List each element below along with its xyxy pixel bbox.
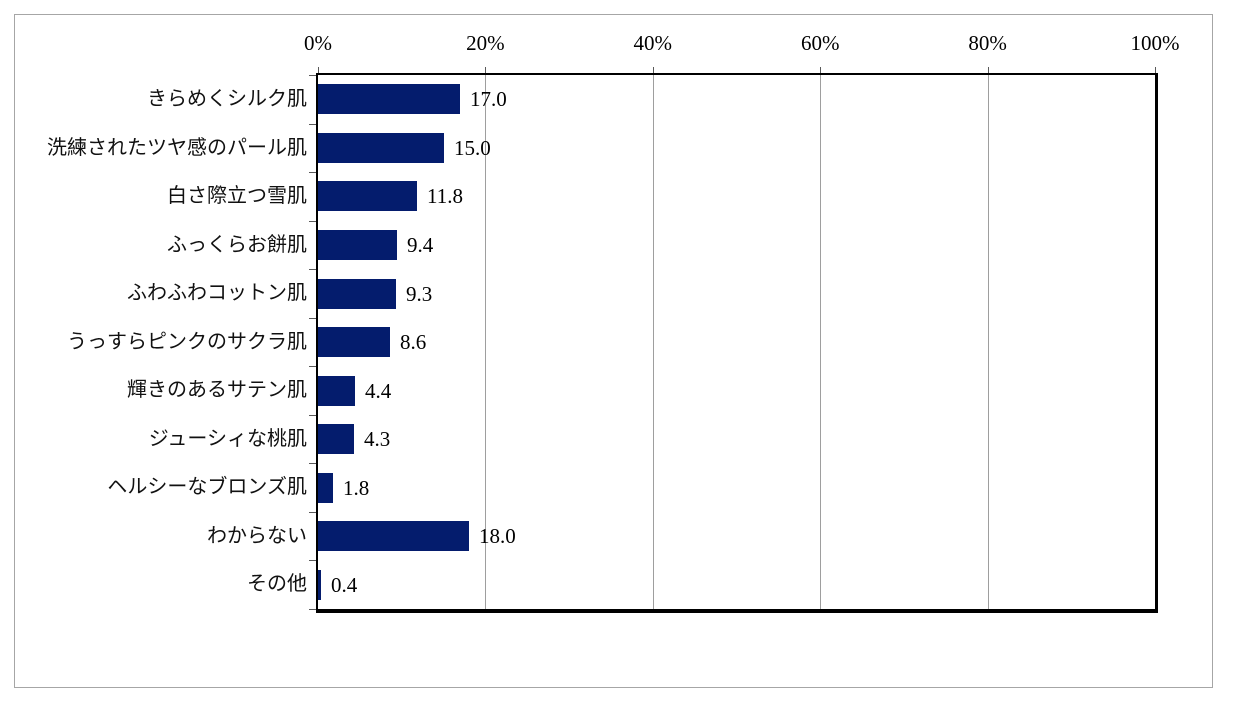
category-label-2: 白さ際立つ雪肌	[167, 185, 307, 208]
bar-1	[318, 132, 444, 163]
x-axis-tick-mark-80	[988, 67, 989, 73]
y-axis-tick-mark-5	[309, 318, 316, 319]
bar-7	[318, 424, 354, 455]
y-axis-tick-mark-7	[309, 415, 316, 416]
category-label-0: きらめくシルク肌	[147, 88, 307, 110]
bar-value-label-0: 17.0	[470, 87, 507, 112]
x-axis-tick-mark-0	[318, 67, 319, 73]
gridline-40	[653, 75, 654, 609]
y-axis-tick-mark-10	[309, 560, 316, 561]
bar-value-label-1: 15.0	[454, 135, 491, 160]
x-axis-tick-mark-20	[485, 67, 486, 73]
x-axis-tick-label-20%: 20%	[466, 31, 505, 55]
gridline-80	[988, 75, 989, 609]
bar-value-label-5: 8.6	[400, 330, 427, 354]
bar-5	[318, 327, 390, 357]
category-label-7: ジューシィな桃肌	[148, 427, 307, 450]
category-label-1: 洗練されたツヤ感のパール肌	[47, 136, 307, 159]
category-label-9: わからない	[207, 524, 307, 547]
category-label-3: ふっくらお餅肌	[167, 233, 307, 256]
plot-inner: 17.0 15.0 11.8 9.4 9.3 8.6 4.4 4.3 1.8 18.0 0.4	[318, 75, 1155, 609]
x-axis-tick-label-80%: 80%	[968, 31, 1007, 55]
y-axis-tick-mark-0	[309, 75, 316, 76]
bar-value-label-4: 9.3	[406, 281, 433, 306]
x-axis-tick-mark-100	[1155, 67, 1156, 73]
y-axis-tick-mark-8	[309, 463, 316, 464]
x-axis-tick-label-60%: 60%	[800, 31, 840, 55]
bar-10	[318, 569, 321, 600]
bar-value-label-8: 1.8	[343, 475, 370, 500]
bar-value-label-10: 0.4	[331, 572, 358, 597]
y-axis-tick-mark-3	[309, 221, 316, 222]
bar-value-label-2: 11.8	[427, 184, 463, 209]
bar-9	[318, 521, 469, 552]
gridline-20	[485, 75, 486, 609]
category-label-8: ヘルシーなブロンズ肌	[107, 476, 307, 499]
x-axis-tick-label-0%: 0%	[304, 31, 332, 55]
bar-8	[318, 472, 333, 503]
bar-value-label-9: 18.0	[479, 524, 516, 549]
bar-0	[318, 84, 460, 115]
x-axis-tick-label-40%: 40%	[633, 31, 673, 55]
y-axis-tick-mark-4	[309, 269, 316, 270]
y-axis-tick-mark-6	[309, 366, 316, 367]
category-label-6: 輝きのあるサテン肌	[127, 379, 307, 402]
bar-6	[318, 375, 355, 406]
y-axis-tick-mark-11	[309, 609, 316, 610]
y-axis-tick-mark-9	[309, 512, 316, 513]
y-axis-tick-mark-2	[309, 172, 316, 173]
x-axis-tick-mark-40	[653, 67, 654, 73]
bar-4	[318, 278, 396, 309]
x-axis-tick-label-100%: 100%	[1130, 31, 1180, 55]
category-label-10: その他	[247, 573, 307, 596]
bar-2	[318, 181, 417, 212]
y-axis-tick-mark-1	[309, 124, 316, 125]
x-axis-tick-mark-60	[820, 67, 821, 73]
bar-value-label-7: 4.3	[364, 427, 391, 452]
bar-value-label-3: 9.4	[407, 232, 434, 257]
bar-3	[318, 229, 397, 260]
gridline-60	[820, 75, 821, 609]
bar-value-label-6: 4.4	[365, 378, 392, 403]
category-label-4: ふわふわコットン肌	[127, 282, 307, 305]
plot-area: 17.0 15.0 11.8 9.4 9.3 8.6 4.4 4.3 1.8 18.0 0.4	[316, 73, 1158, 613]
category-label-5: うっすらピンクのサクラ肌	[67, 330, 307, 353]
